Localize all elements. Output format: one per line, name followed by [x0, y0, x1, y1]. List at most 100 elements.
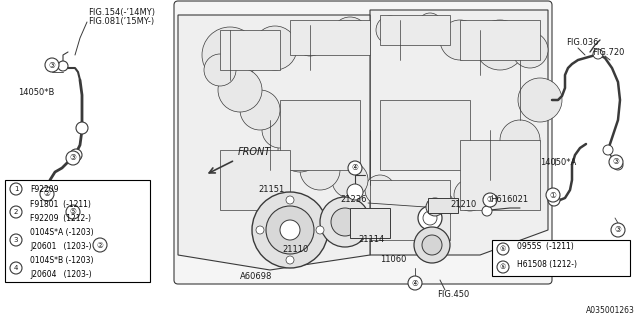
Circle shape [603, 145, 613, 155]
Bar [5, 180, 150, 282]
Bar [428, 198, 458, 213]
Circle shape [218, 68, 262, 112]
Circle shape [45, 58, 59, 72]
Text: H616021: H616021 [490, 195, 528, 204]
Circle shape [613, 160, 623, 170]
Text: F92209  (1212-): F92209 (1212-) [30, 214, 91, 223]
Text: ③: ③ [70, 154, 76, 163]
Circle shape [332, 17, 368, 53]
Circle shape [95, 233, 105, 243]
Text: 21114: 21114 [358, 235, 384, 244]
Circle shape [266, 206, 314, 254]
Polygon shape [370, 10, 548, 255]
Circle shape [418, 13, 442, 37]
Circle shape [414, 227, 450, 263]
Text: ④: ④ [351, 164, 358, 172]
Circle shape [376, 16, 404, 44]
Circle shape [497, 261, 509, 273]
Text: FIG.720: FIG.720 [592, 48, 625, 57]
Bar [492, 240, 630, 276]
Text: 0104S*A (-1203): 0104S*A (-1203) [30, 228, 93, 237]
Circle shape [548, 194, 560, 206]
Text: ①: ① [550, 190, 556, 199]
Circle shape [546, 188, 560, 202]
FancyBboxPatch shape [174, 1, 552, 284]
Circle shape [426, 198, 444, 216]
Text: F91801  (-1211): F91801 (-1211) [30, 200, 91, 209]
Circle shape [332, 162, 368, 198]
Circle shape [42, 189, 54, 201]
Circle shape [278, 128, 322, 172]
Bar [460, 20, 540, 60]
Circle shape [423, 211, 437, 225]
Text: ④: ④ [412, 278, 419, 287]
Circle shape [280, 220, 300, 240]
Bar [380, 100, 470, 170]
Circle shape [294, 24, 326, 56]
Circle shape [347, 184, 363, 200]
Bar [460, 140, 540, 210]
Circle shape [593, 49, 603, 59]
Text: 14050*A: 14050*A [540, 158, 576, 167]
Circle shape [252, 192, 328, 268]
Text: FIG.036: FIG.036 [566, 38, 598, 47]
Circle shape [253, 26, 297, 70]
Bar [380, 15, 450, 45]
Circle shape [500, 120, 540, 160]
Circle shape [286, 196, 294, 204]
Circle shape [348, 161, 362, 175]
Polygon shape [178, 15, 370, 270]
Text: FRONT: FRONT [238, 147, 271, 157]
Text: 11060: 11060 [380, 255, 406, 264]
Circle shape [256, 226, 264, 234]
Text: J20601   (1203-): J20601 (1203-) [30, 242, 92, 251]
Text: 3: 3 [13, 237, 19, 243]
Bar [370, 180, 450, 240]
Text: FIG.154(-’14MY): FIG.154(-’14MY) [88, 8, 155, 17]
Text: 4: 4 [14, 265, 18, 271]
Circle shape [497, 243, 509, 255]
Bar [290, 20, 370, 55]
Circle shape [320, 197, 370, 247]
Circle shape [202, 27, 258, 83]
Circle shape [331, 208, 359, 236]
Text: A035001263: A035001263 [586, 306, 635, 315]
Circle shape [454, 179, 486, 211]
Circle shape [10, 234, 22, 246]
Circle shape [426, 191, 454, 219]
Circle shape [58, 61, 68, 71]
Text: 21151: 21151 [258, 185, 284, 194]
Text: 21110: 21110 [282, 245, 308, 254]
Text: A60698: A60698 [240, 272, 273, 281]
Text: 14050*B: 14050*B [18, 88, 54, 97]
Circle shape [422, 235, 442, 255]
Circle shape [365, 175, 395, 205]
Circle shape [482, 206, 492, 216]
Text: 21236: 21236 [340, 195, 367, 204]
Bar [220, 150, 290, 210]
Circle shape [10, 183, 22, 195]
Circle shape [204, 54, 236, 86]
Text: F92209: F92209 [30, 185, 58, 194]
Text: 0955S  (-1211): 0955S (-1211) [517, 242, 573, 251]
Circle shape [398, 188, 422, 212]
Circle shape [66, 205, 80, 219]
Circle shape [300, 150, 340, 190]
Circle shape [76, 122, 88, 134]
Circle shape [512, 32, 548, 68]
Text: FIG.450: FIG.450 [437, 290, 469, 299]
Circle shape [93, 238, 107, 252]
Bar [280, 100, 360, 170]
Text: ⑤: ⑤ [500, 246, 506, 252]
Circle shape [10, 206, 22, 218]
Circle shape [316, 226, 324, 234]
Circle shape [518, 78, 562, 122]
Text: H61508 (1212-): H61508 (1212-) [517, 260, 577, 269]
Text: ②: ② [44, 189, 51, 198]
Text: ⑤: ⑤ [70, 207, 76, 217]
Text: ⑤: ⑤ [500, 264, 506, 270]
Circle shape [262, 112, 298, 148]
Circle shape [609, 155, 623, 169]
Circle shape [611, 223, 625, 237]
Text: ②: ② [97, 241, 104, 250]
